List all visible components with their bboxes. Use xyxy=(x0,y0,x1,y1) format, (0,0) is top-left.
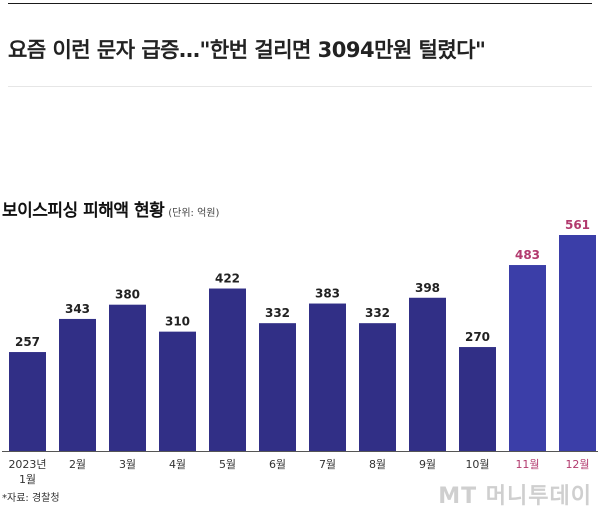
source-note: *자료: 경찰청 xyxy=(2,493,60,504)
tick-label-4: 4월 xyxy=(169,458,186,471)
tick-label-11: 11월 xyxy=(515,458,539,471)
watermark-logo: MT 머니투데이 xyxy=(438,484,592,509)
chart-unit: (단위: 억원) xyxy=(168,208,220,219)
tick-label-9: 9월 xyxy=(419,458,436,471)
data-label-5: 422 xyxy=(215,272,240,286)
tick-label-12: 12월 xyxy=(565,458,589,471)
data-label-7: 383 xyxy=(315,287,340,301)
data-label-12: 561 xyxy=(565,218,590,232)
tick-label-10: 10월 xyxy=(465,458,489,471)
tick-label-1-line-2: 1월 xyxy=(19,473,36,486)
article-headline: 요즘 이런 문자 급증…"한번 걸리면 3094만원 털렸다" xyxy=(8,38,486,62)
bar-7 xyxy=(309,303,346,451)
bar-8 xyxy=(359,323,396,451)
data-label-2: 343 xyxy=(65,302,90,316)
bar-chart: 257 2023년 1월 343 2월 380 3월 310 4월 422 5월 332 6월 383 7월… xyxy=(2,218,598,486)
tick-label-8: 8월 xyxy=(369,458,386,471)
data-label-6: 332 xyxy=(265,306,290,320)
data-label-10: 270 xyxy=(465,330,490,344)
chart-title-block: 보이스피싱 피해액 현황 (단위: 억원) xyxy=(2,196,219,221)
chart-title: 보이스피싱 피해액 현황 xyxy=(2,201,165,221)
bar-12 xyxy=(559,235,596,451)
bar-4 xyxy=(159,331,196,451)
bar-11 xyxy=(509,265,546,451)
data-label-4: 310 xyxy=(165,315,190,329)
tick-label-2: 2월 xyxy=(69,458,86,471)
data-label-3: 380 xyxy=(115,288,140,302)
headline-divider xyxy=(8,86,592,87)
tick-label-7: 7월 xyxy=(319,458,336,471)
tick-label-6: 6월 xyxy=(269,458,286,471)
top-rule xyxy=(8,3,592,4)
bar-1 xyxy=(9,352,46,451)
tick-label-3: 3월 xyxy=(119,458,136,471)
data-label-11: 483 xyxy=(515,248,540,262)
bar-3 xyxy=(109,304,146,451)
bar-10 xyxy=(459,347,496,451)
data-label-9: 398 xyxy=(415,281,440,295)
bar-6 xyxy=(259,323,296,451)
bar-5 xyxy=(209,288,246,451)
data-label-1: 257 xyxy=(15,335,40,349)
tick-label-5: 5월 xyxy=(219,458,236,471)
data-label-8: 332 xyxy=(365,306,390,320)
bar-2 xyxy=(59,318,96,451)
tick-label-1-line-1: 2023년 xyxy=(8,458,46,471)
bar-9 xyxy=(409,297,446,451)
